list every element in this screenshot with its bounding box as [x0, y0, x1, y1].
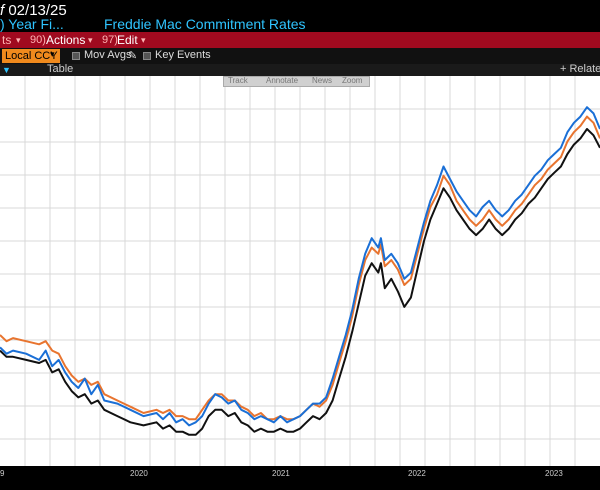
line-chart: [0, 76, 600, 466]
x-tick-label: 9: [0, 469, 5, 478]
options-bar: Local CCY ▾ Mov Avgs ✎ Key Events: [0, 48, 600, 64]
currency-dropdown[interactable]: Local CCY: [2, 49, 60, 63]
related-button[interactable]: + Related: [560, 63, 600, 75]
toolbar-news-button[interactable]: News: [312, 76, 333, 85]
currency-label: Local CCY: [5, 50, 58, 62]
mov-avgs-checkbox[interactable]: [72, 52, 80, 60]
key-events-checkbox[interactable]: [143, 52, 151, 60]
pencil-icon[interactable]: ✎: [128, 50, 138, 62]
tab-table[interactable]: Table: [47, 63, 74, 75]
chart-area[interactable]: [0, 76, 600, 466]
series-line-1: [0, 115, 600, 421]
edit-shortcut: 97): [102, 34, 118, 46]
x-tick-label: 2022: [408, 469, 426, 478]
actions-menu-button[interactable]: Actions: [46, 33, 86, 47]
chevron-down-icon[interactable]: ▾: [16, 35, 21, 45]
toolbar-annotate-button[interactable]: Annotate: [266, 76, 299, 85]
x-axis: 9 2020 2021 2022 2023: [0, 466, 600, 490]
toolbar-track-button[interactable]: Track: [228, 76, 248, 85]
chevron-down-icon[interactable]: ▾: [141, 35, 146, 45]
key-events-label[interactable]: Key Events: [155, 49, 211, 61]
chevron-down-icon[interactable]: ▼: [2, 65, 11, 75]
actions-shortcut: 90): [30, 34, 46, 46]
security-name[interactable]: ) Year Fi...: [0, 16, 64, 32]
toolbar-zoom-button[interactable]: Zoom: [342, 76, 363, 85]
x-tick-label: 2023: [545, 469, 563, 478]
date-value: 02/13/25: [8, 2, 67, 19]
date-prefix: f: [0, 2, 5, 19]
menu-left-fragment[interactable]: ts: [2, 33, 12, 47]
edit-menu-button[interactable]: Edit: [117, 33, 138, 47]
series-line-0: [0, 106, 600, 427]
mov-avgs-label[interactable]: Mov Avgs: [84, 49, 132, 61]
security-header: f 02/13/25 ) Year Fi... Freddie Mac Comm…: [0, 0, 600, 32]
series-line-2: [0, 128, 600, 436]
menu-bar: ts ▾ 90) Actions ▾ 97) Edit ▾: [0, 32, 600, 48]
x-tick-label: 2020: [130, 469, 148, 478]
x-tick-label: 2021: [272, 469, 290, 478]
chart-title: Freddie Mac Commitment Rates: [104, 16, 306, 32]
as-of-date: f 02/13/25: [0, 2, 67, 19]
chevron-down-icon[interactable]: ▾: [50, 49, 55, 59]
chart-toolbar: Track Annotate News Zoom: [223, 76, 370, 87]
chevron-down-icon[interactable]: ▾: [88, 35, 93, 45]
